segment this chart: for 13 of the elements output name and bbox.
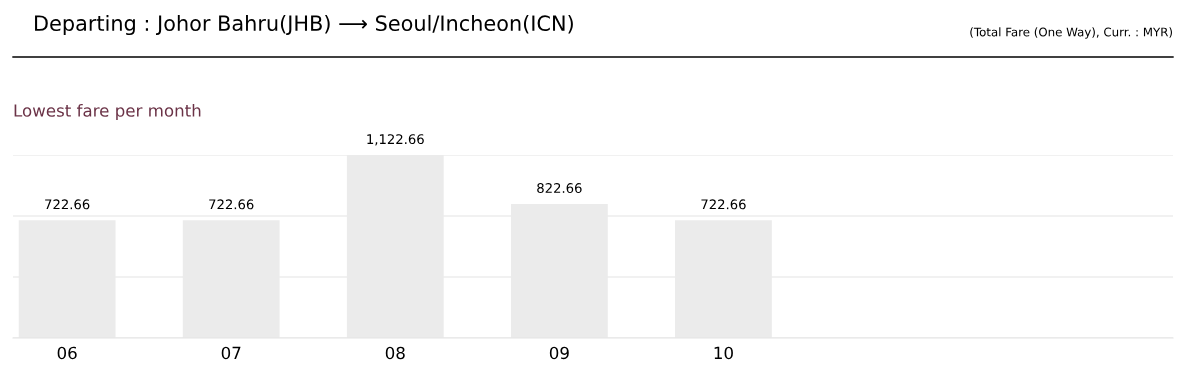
x-tick-label: 07 — [221, 346, 241, 360]
data-label: 722.66 — [209, 199, 254, 210]
data-label: 822.66 — [537, 183, 582, 194]
x-tick-label: 06 — [57, 346, 77, 360]
chart-subtitle: Lowest fare per month — [14, 103, 201, 121]
x-tick-label: 10 — [714, 346, 733, 360]
x-tick-label: 09 — [549, 346, 569, 360]
x-tick-label: 08 — [385, 346, 405, 360]
chart-title: Departing : Johor Bahru(JHB) ⟶ Seoul/Incheon(ICN) — [35, 14, 573, 36]
data-label: 1,122.66 — [367, 134, 424, 146]
data-label: 722.66 — [45, 199, 90, 210]
data-label: 722.66 — [701, 199, 746, 210]
text: (Total Fare (One Way), Curr. : MYR) — [970, 27, 1172, 39]
